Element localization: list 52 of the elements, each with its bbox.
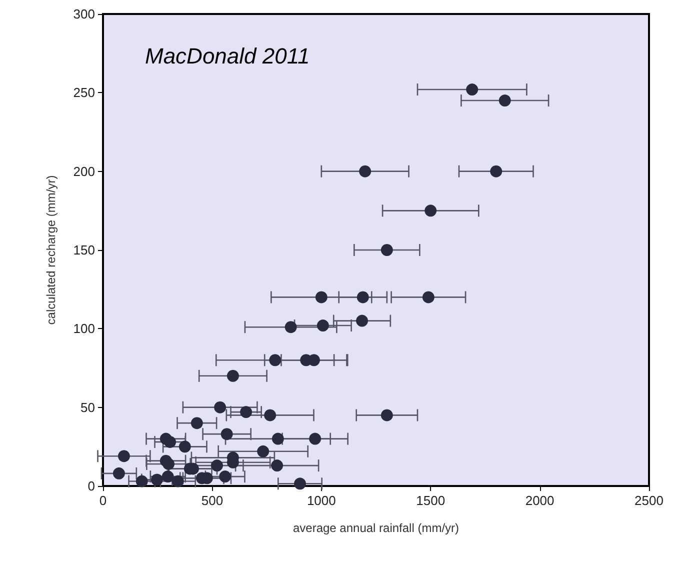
point — [112, 467, 125, 480]
y-tick-label: 150 — [73, 242, 95, 258]
point — [226, 370, 239, 382]
x-tick-label: 1500 — [416, 493, 446, 508]
y-tick-label: 300 — [73, 6, 95, 22]
point — [294, 478, 306, 490]
point — [211, 460, 224, 472]
point — [490, 165, 502, 178]
point — [422, 291, 434, 304]
y-tick-label: 100 — [73, 321, 95, 336]
x-tick-label: 2000 — [525, 493, 554, 508]
point — [356, 314, 368, 327]
point — [315, 291, 328, 304]
point — [359, 165, 372, 178]
x-tick-label: 0 — [99, 493, 107, 508]
point — [380, 244, 393, 256]
x-tick-label: 2500 — [634, 493, 664, 508]
y-tick-label: 200 — [73, 164, 95, 179]
point — [220, 428, 233, 440]
point — [150, 474, 163, 486]
point — [162, 458, 175, 470]
point — [284, 321, 297, 334]
point — [136, 475, 148, 488]
point — [380, 409, 393, 422]
point — [178, 440, 191, 453]
point — [424, 204, 437, 217]
point — [172, 475, 184, 488]
point — [219, 470, 232, 483]
point — [498, 94, 511, 107]
x-axis-title: average annual rainfall (mm/yr) — [292, 521, 460, 535]
point — [309, 432, 322, 445]
y-tick-label: 0 — [88, 478, 95, 494]
point — [269, 354, 282, 366]
y-axis-title: calculated recharge (mm/yr) — [44, 175, 58, 325]
point — [118, 450, 130, 462]
point — [466, 84, 478, 96]
y-tick-label: 250 — [73, 85, 95, 100]
point — [240, 406, 252, 418]
annotation: MacDonald 2011 — [145, 44, 310, 68]
point — [356, 291, 369, 304]
point — [264, 409, 276, 422]
x-tick-label: 1000 — [306, 493, 336, 508]
point — [272, 432, 284, 445]
point — [190, 417, 203, 430]
point — [257, 445, 270, 458]
y-tick-label: 50 — [80, 400, 95, 415]
point — [214, 401, 226, 414]
x-tick-label: 500 — [201, 493, 224, 508]
point — [164, 436, 176, 448]
point — [271, 460, 284, 472]
point — [162, 470, 174, 483]
point — [316, 320, 329, 332]
